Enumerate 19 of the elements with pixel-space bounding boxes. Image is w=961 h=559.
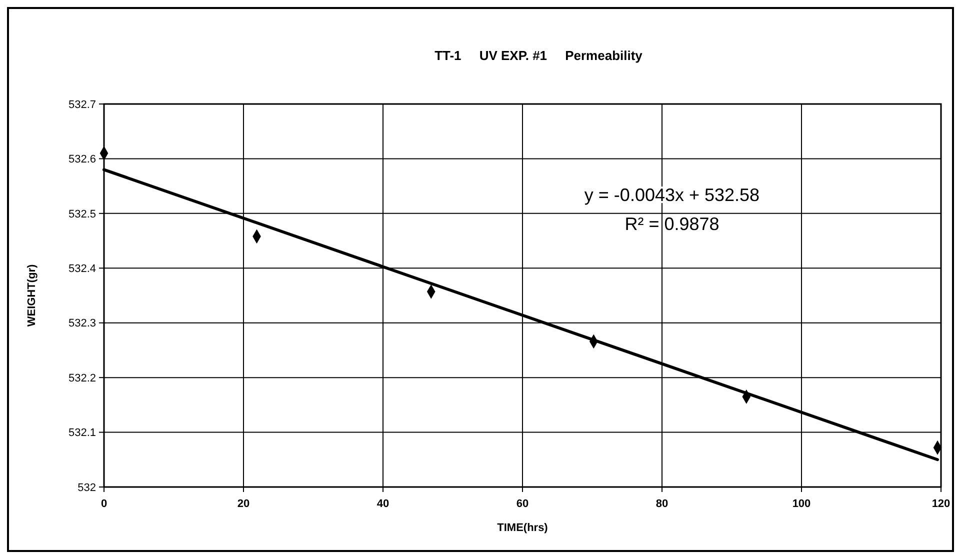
- x-tick-label: 100: [792, 498, 811, 510]
- x-tick-label: 0: [100, 498, 108, 510]
- x-tick-label: 60: [516, 498, 529, 510]
- x-axis-title: TIME(hrs): [497, 522, 548, 534]
- y-tick-label: 532.1: [68, 427, 96, 440]
- chart-title: TT-1 UV EXP. #1 Permeability: [434, 48, 644, 63]
- y-tick-label: 532.4: [68, 262, 96, 275]
- y-tick-label: 532.5: [68, 208, 96, 220]
- x-tick-label: 40: [376, 498, 390, 510]
- y-tick-label: 532: [78, 482, 96, 494]
- x-tick-label: 80: [656, 498, 668, 510]
- y-tick-label: 532.2: [68, 372, 96, 384]
- x-tick-label: 120: [932, 498, 950, 510]
- y-tick-label: 532.7: [68, 98, 96, 111]
- y-tick-label: 532.3: [68, 318, 96, 330]
- y-tick-label: 532.6: [68, 154, 96, 166]
- y-axis-title: WEIGHT(gr): [26, 264, 38, 327]
- annotation: R² = 0.9878: [624, 214, 720, 234]
- x-tick-label: 20: [237, 498, 250, 510]
